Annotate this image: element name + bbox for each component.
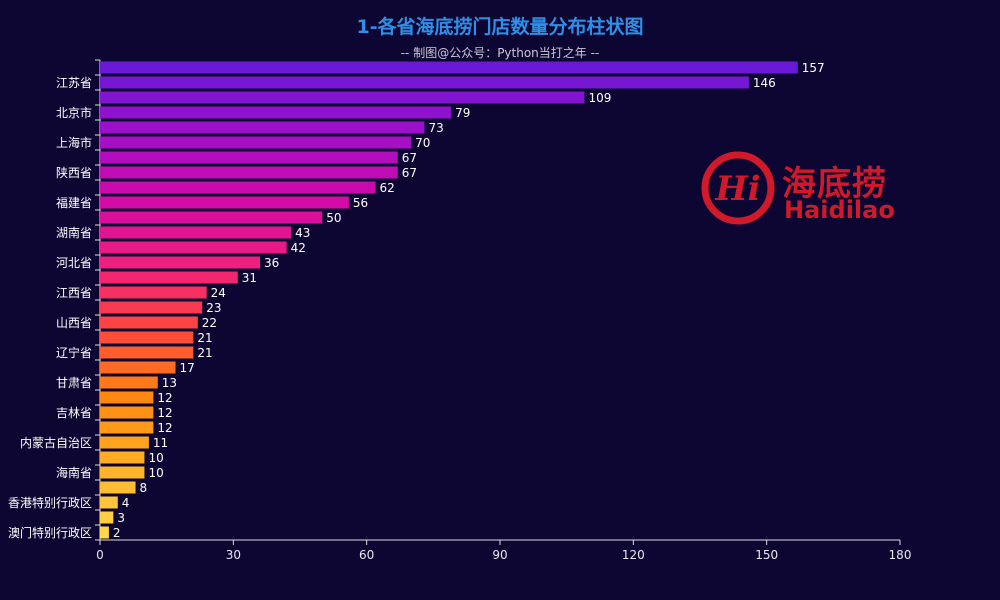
bar	[100, 496, 118, 509]
bar	[100, 511, 114, 524]
category-label: 福建省	[56, 195, 92, 210]
bar-value-label: 8	[140, 481, 148, 495]
bar	[100, 91, 585, 104]
bar	[100, 316, 198, 329]
bar	[100, 211, 323, 224]
bar-value-label: 56	[353, 196, 368, 210]
bar	[100, 106, 452, 119]
bar-value-label: 2	[113, 526, 121, 540]
category-label: 吉林省	[56, 406, 92, 420]
haidilao-logo-mark: Hi	[701, 151, 775, 225]
bar-value-label: 21	[197, 331, 212, 345]
bar	[100, 256, 260, 269]
bar	[100, 166, 398, 179]
bar	[100, 451, 145, 464]
bar	[100, 151, 398, 164]
bar-value-label: 50	[326, 211, 341, 225]
bar-value-label: 23	[206, 301, 221, 315]
bar-value-label: 10	[148, 466, 163, 480]
bar	[100, 406, 154, 419]
bar	[100, 421, 154, 434]
x-tick-label: 60	[359, 548, 374, 562]
category-label: 江西省	[56, 286, 92, 300]
bar-value-label: 109	[588, 91, 611, 105]
category-label: 江苏省	[56, 76, 92, 90]
x-tick-label: 90	[492, 548, 507, 562]
bar	[100, 226, 292, 239]
bar-value-label: 67	[402, 151, 417, 165]
bar-value-label: 79	[455, 106, 470, 120]
x-tick-label: 150	[755, 548, 778, 562]
chart-subtitle: -- 制图@公众号：Python当打之年 --	[400, 46, 600, 60]
bar-value-label: 73	[428, 121, 443, 135]
bar-value-label: 157	[802, 61, 825, 75]
bar-value-label: 4	[122, 496, 130, 510]
bar-value-label: 43	[295, 226, 310, 240]
bar	[100, 271, 238, 284]
bar	[100, 181, 376, 194]
bar-value-label: 12	[157, 391, 172, 405]
bar	[100, 481, 136, 494]
category-label: 香港特别行政区	[8, 495, 92, 510]
bar-value-label: 3	[117, 511, 125, 525]
bar-value-label: 62	[380, 181, 395, 195]
x-tick-label: 30	[226, 548, 241, 562]
bar	[100, 346, 194, 359]
bar-value-label: 22	[202, 316, 217, 330]
bar	[100, 436, 149, 449]
category-label: 海南省	[56, 465, 92, 480]
bar	[100, 526, 109, 539]
category-label: 河北省	[56, 256, 92, 270]
bar	[100, 331, 194, 344]
bar	[100, 391, 154, 404]
logo-text-en: Haidilao	[784, 196, 895, 224]
category-label: 甘肃省	[56, 376, 92, 390]
category-label: 北京市	[56, 105, 92, 120]
bar-value-label: 67	[402, 166, 417, 180]
bar-value-label: 12	[157, 406, 172, 420]
x-tick-label: 0	[96, 548, 104, 562]
bar	[100, 76, 749, 89]
bar-value-label: 24	[211, 286, 226, 300]
category-label: 山西省	[56, 316, 92, 330]
bar	[100, 301, 203, 314]
category-label: 湖南省	[56, 225, 92, 240]
bar-value-label: 70	[415, 136, 430, 150]
category-label: 辽宁省	[56, 345, 92, 360]
bar	[100, 121, 425, 134]
bar-value-label: 42	[291, 241, 306, 255]
bar-value-label: 21	[197, 346, 212, 360]
category-label: 上海市	[56, 135, 92, 150]
bar-value-label: 36	[264, 256, 279, 270]
x-tick-label: 120	[622, 548, 645, 562]
bar	[100, 136, 412, 149]
x-tick-label: 180	[889, 548, 912, 562]
chart-title: 1-各省海底捞门店数量分布柱状图	[356, 16, 644, 38]
haidilao-logo: Hi 海底捞 Haidilao	[700, 150, 900, 230]
bar	[100, 361, 176, 374]
bar-value-label: 146	[753, 76, 776, 90]
bar-value-label: 31	[242, 271, 257, 285]
bar	[100, 376, 158, 389]
bar	[100, 286, 207, 299]
bar-value-label: 10	[148, 451, 163, 465]
category-label: 内蒙古自治区	[20, 435, 92, 450]
bar-value-label: 12	[157, 421, 172, 435]
bar	[100, 241, 287, 254]
bar	[100, 466, 145, 479]
category-label: 澳门特别行政区	[8, 525, 92, 540]
bar	[100, 61, 798, 74]
category-label: 陕西省	[56, 165, 92, 180]
bar-value-label: 17	[180, 361, 195, 375]
logo-text-cn: 海底捞	[782, 164, 887, 204]
bar-value-label: 11	[153, 436, 168, 450]
bar-value-label: 13	[162, 376, 177, 390]
bar	[100, 196, 349, 209]
logo-mark-text: Hi	[714, 169, 760, 209]
